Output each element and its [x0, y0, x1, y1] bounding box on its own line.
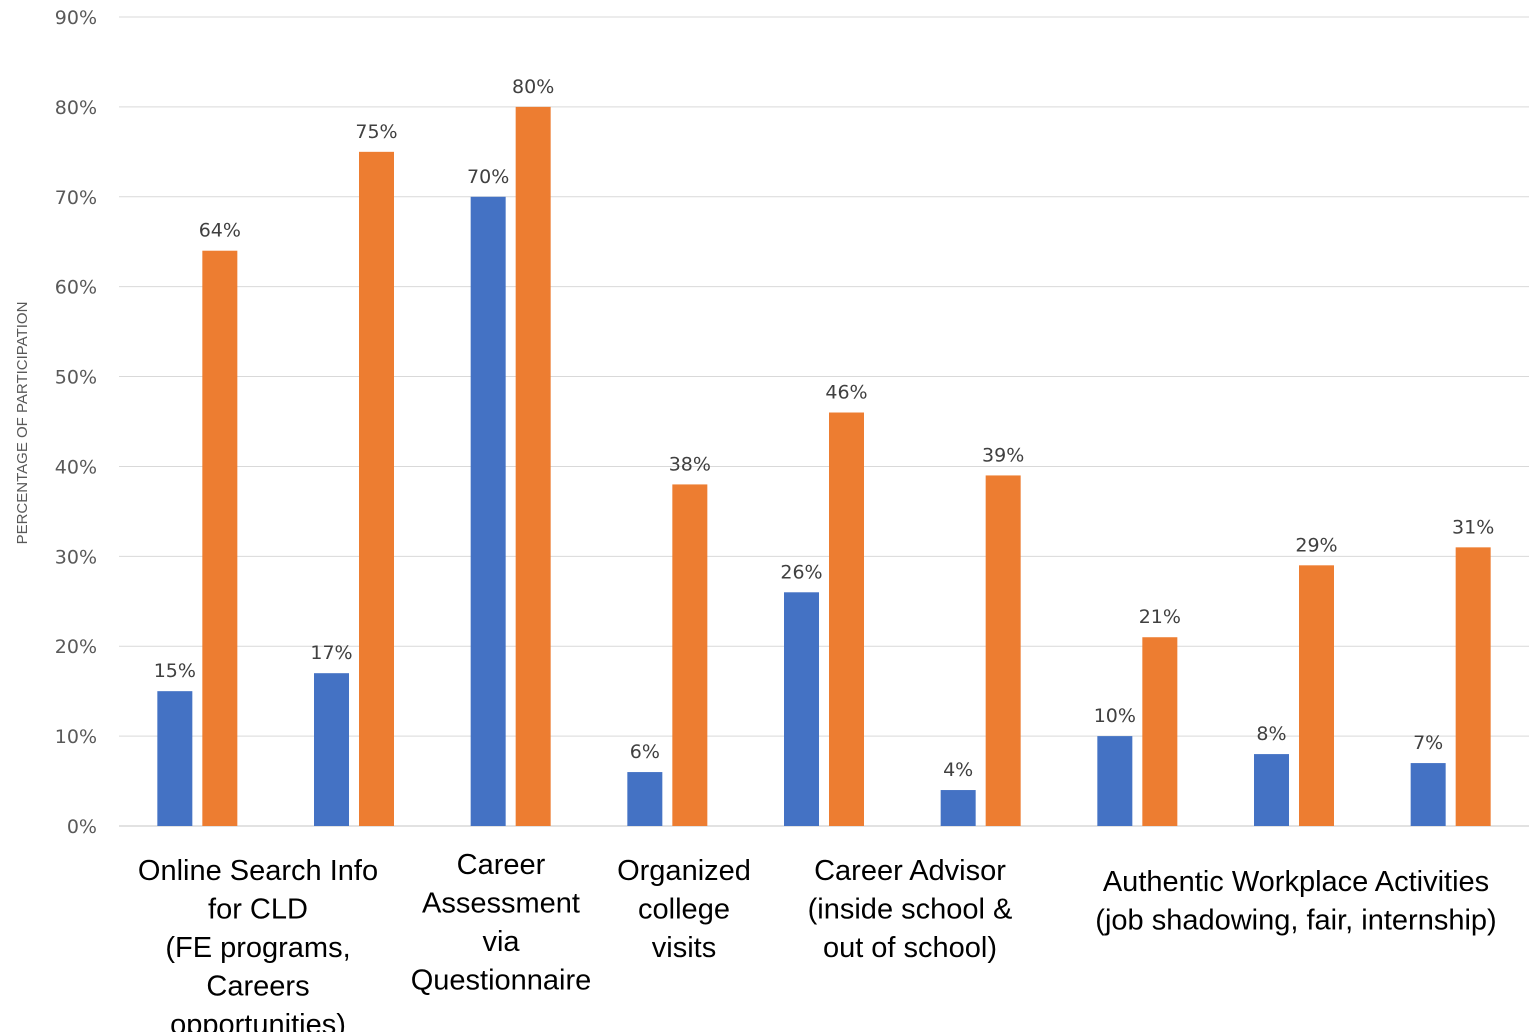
bar-series-1 [940, 790, 976, 826]
category-label: Career Advisor (inside school & out of sch… [808, 855, 1013, 964]
category-label-line: opportunities) [170, 1009, 346, 1032]
category-label: Career Assessment via Questionnaire [411, 849, 592, 997]
category-label-line: (job shadowing, fair, internship) [1095, 905, 1496, 937]
category-label-line: Online Search Info [138, 855, 378, 887]
bar-series-1 [1254, 754, 1289, 826]
y-tick-label: 40% [55, 456, 97, 478]
category-label-line: for CLD [208, 894, 308, 926]
category-label-line: college [638, 894, 730, 926]
category-label: Online Search Info for CLD (FE programs, Ca… [138, 855, 378, 1032]
category-label-line: visits [652, 932, 716, 964]
data-label: 75% [355, 121, 397, 143]
data-label: 70% [467, 166, 509, 188]
y-tick-label: 70% [55, 187, 97, 209]
data-label: 6% [630, 741, 660, 763]
category-label: Organized college visits [617, 855, 751, 964]
bar-series-2 [515, 106, 551, 826]
y-tick-label: 80% [55, 97, 97, 119]
data-label: 29% [1295, 534, 1337, 556]
data-label: 26% [780, 561, 822, 583]
data-label: 8% [1256, 723, 1286, 745]
bar-series-1 [784, 592, 819, 826]
bar-series-1 [1097, 736, 1133, 826]
category-label-line: (FE programs, [165, 932, 350, 964]
bar-series-2 [829, 412, 864, 826]
bar-series-1 [627, 772, 663, 826]
y-axis-ticks: 0% 10% 20% 30% 40% 50% 60% 70% 80% 90% [55, 7, 97, 838]
category-label-line: Career Advisor [814, 855, 1006, 887]
category-label-line: out of school) [823, 932, 997, 964]
category-label-line: via [482, 926, 520, 958]
data-label: 38% [669, 453, 711, 475]
data-labels: 15% 64% 17% 75% 70% 80% 6% 38% 26% 46% 4% 39% 10% 21%… [154, 76, 1495, 781]
y-tick-label: 20% [55, 636, 97, 658]
y-tick-label: 30% [55, 546, 97, 568]
category-label-line: Authentic Workplace Activities [1103, 866, 1489, 898]
category-label-line: (inside school & [808, 894, 1013, 926]
bar-series-1 [314, 673, 349, 826]
data-label: 39% [982, 444, 1024, 466]
y-axis-label: PERCENTAGE OF PARTICIPATION [14, 302, 31, 545]
bar-series-2 [1142, 637, 1178, 826]
data-label: 4% [943, 759, 973, 781]
y-tick-label: 90% [55, 7, 97, 29]
bar-series-2 [1299, 565, 1334, 826]
data-label: 21% [1139, 606, 1181, 628]
category-label-line: Organized [617, 855, 751, 887]
bar-series-2 [202, 250, 238, 826]
bar-series-2 [985, 475, 1021, 826]
category-label-line: Career [457, 849, 546, 881]
gridlines [119, 16, 1529, 827]
bars [157, 106, 1491, 827]
y-tick-label: 50% [55, 367, 97, 389]
category-label-line: Questionnaire [411, 965, 592, 997]
y-tick-label: 10% [55, 726, 97, 748]
data-label: 80% [512, 76, 554, 98]
y-tick-label: 60% [55, 277, 97, 299]
data-label: 7% [1413, 732, 1443, 754]
bar-series-2 [1455, 547, 1491, 826]
data-label: 15% [154, 660, 196, 682]
category-labels: Online Search Info for CLD (FE programs, Ca… [138, 849, 1497, 1032]
bar-series-1 [1410, 763, 1446, 826]
data-label: 10% [1094, 705, 1136, 727]
data-label: 46% [825, 382, 867, 404]
category-label: Authentic Workplace Activities (job shado… [1095, 866, 1496, 937]
data-label: 17% [310, 642, 352, 664]
data-label: 64% [199, 220, 241, 242]
category-label-line: Assessment [422, 888, 580, 920]
bar-series-1 [157, 691, 193, 826]
bar-series-2 [672, 484, 708, 826]
category-label-line: Careers [206, 971, 309, 1003]
data-label: 31% [1452, 516, 1494, 538]
bar-series-1 [470, 196, 506, 826]
bar-series-2 [359, 151, 394, 827]
y-tick-label: 0% [67, 816, 97, 838]
